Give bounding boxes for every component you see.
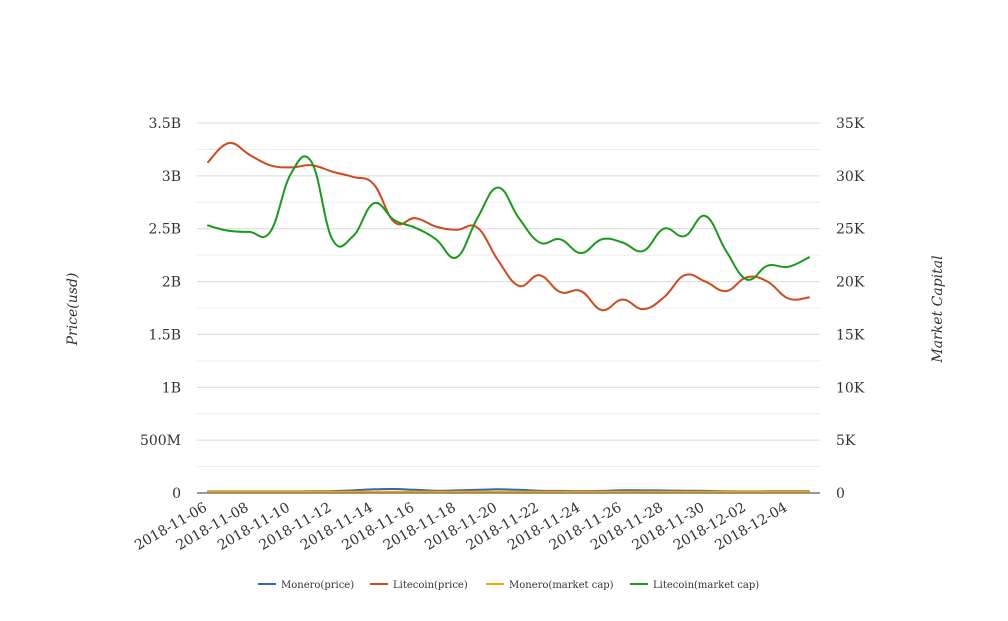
legend: Monero(price) Litecoin(price) Monero(marke…: [258, 580, 759, 591]
y-left-tick-label: 0: [172, 486, 181, 502]
y-right-tick-label: 10K: [836, 380, 865, 396]
y-right-tick-label: 15K: [836, 327, 865, 343]
y-right-tick-label: 35K: [836, 116, 865, 132]
legend-item-monero-market-cap[interactable]: Monero(market cap): [486, 580, 614, 591]
series-layer: [207, 141, 810, 493]
y-axis-title-right: Market Capital: [930, 255, 946, 363]
y-right-tick-label: 25K: [836, 222, 865, 238]
y-right-tick-label: 5K: [836, 433, 856, 449]
y-left-tick-label: 2B: [162, 275, 181, 291]
y-left-tick-label: 3.5B: [148, 116, 181, 132]
y-left-tick-label: 2.5B: [148, 222, 181, 238]
y-right-tick-label: 0: [836, 486, 845, 502]
legend-label: Litecoin(price): [393, 580, 468, 591]
y-right-tick-label: 20K: [836, 275, 865, 291]
y-left-tick-label: 500M: [140, 433, 181, 449]
series-line-litecoin-price: [207, 141, 810, 312]
legend-item-litecoin-price[interactable]: Litecoin(price): [370, 580, 468, 591]
y-left-tick-label: 1B: [162, 380, 181, 396]
legend-item-litecoin-market-cap[interactable]: Litecoin(market cap): [630, 580, 759, 591]
y-right-tick-label: 30K: [836, 169, 865, 185]
legend-label: Monero(price): [281, 580, 354, 591]
y-left-tick-label: 3B: [162, 169, 181, 185]
series-line-litecoin-market-cap: [207, 155, 810, 281]
y-axis-title-left: Price(usd): [65, 273, 81, 347]
grid-layer: [197, 122, 820, 468]
y-left-tick-label: 1.5B: [148, 327, 181, 343]
legend-label: Litecoin(market cap): [653, 580, 759, 591]
legend-item-monero-price[interactable]: Monero(price): [258, 580, 354, 591]
legend-label: Monero(market cap): [509, 580, 614, 591]
